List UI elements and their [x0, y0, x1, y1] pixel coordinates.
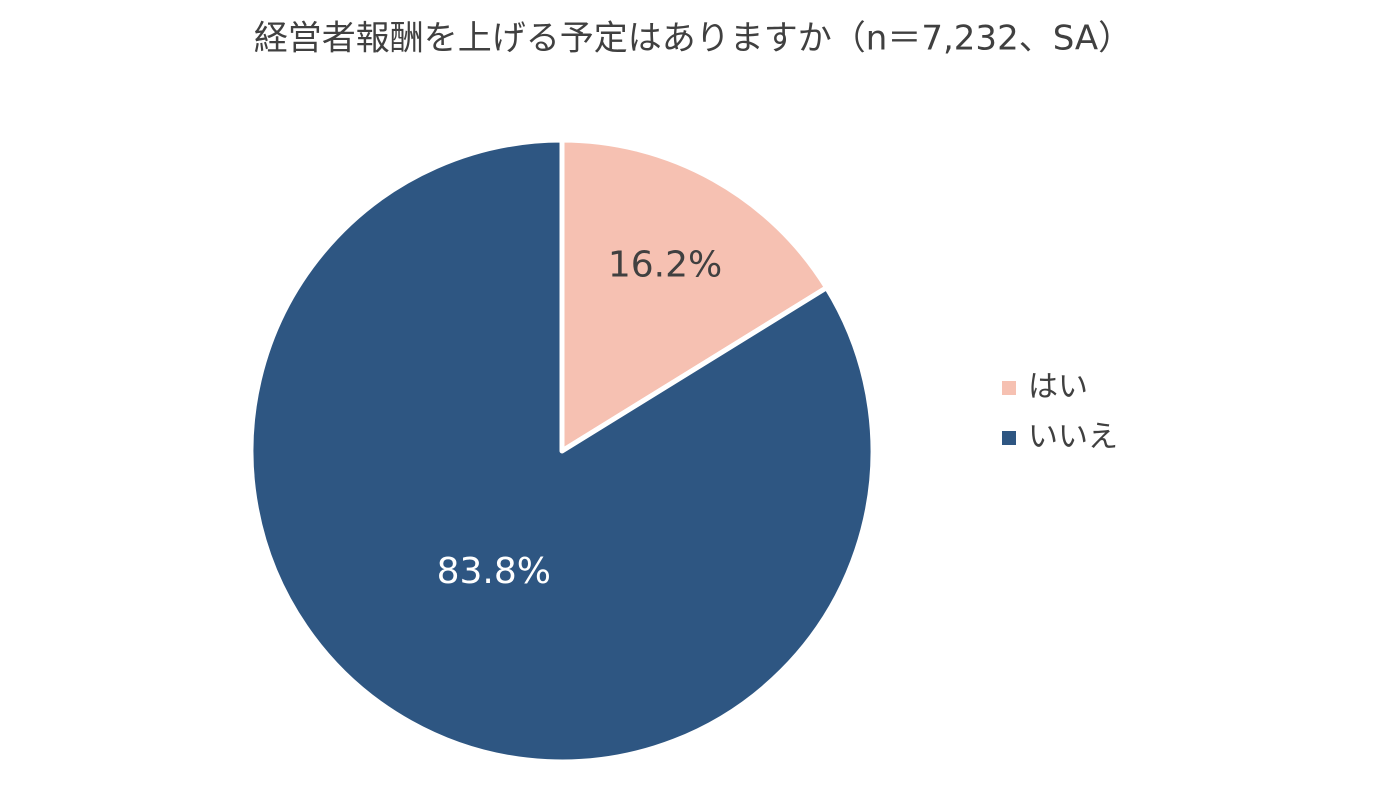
data-label: 16.2% [608, 244, 722, 285]
legend-label: はい [1028, 370, 1088, 405]
legend-swatch [1002, 381, 1016, 395]
pie-slice [559, 137, 830, 454]
legend-label: いいえ [1028, 420, 1118, 455]
legend-swatch [1002, 431, 1016, 445]
pie-slice [248, 137, 876, 765]
data-label: 83.8% [437, 551, 551, 592]
chart-title: 経営者報酬を上げる予定はありますか（n＝7,232、SA） [254, 19, 1132, 59]
